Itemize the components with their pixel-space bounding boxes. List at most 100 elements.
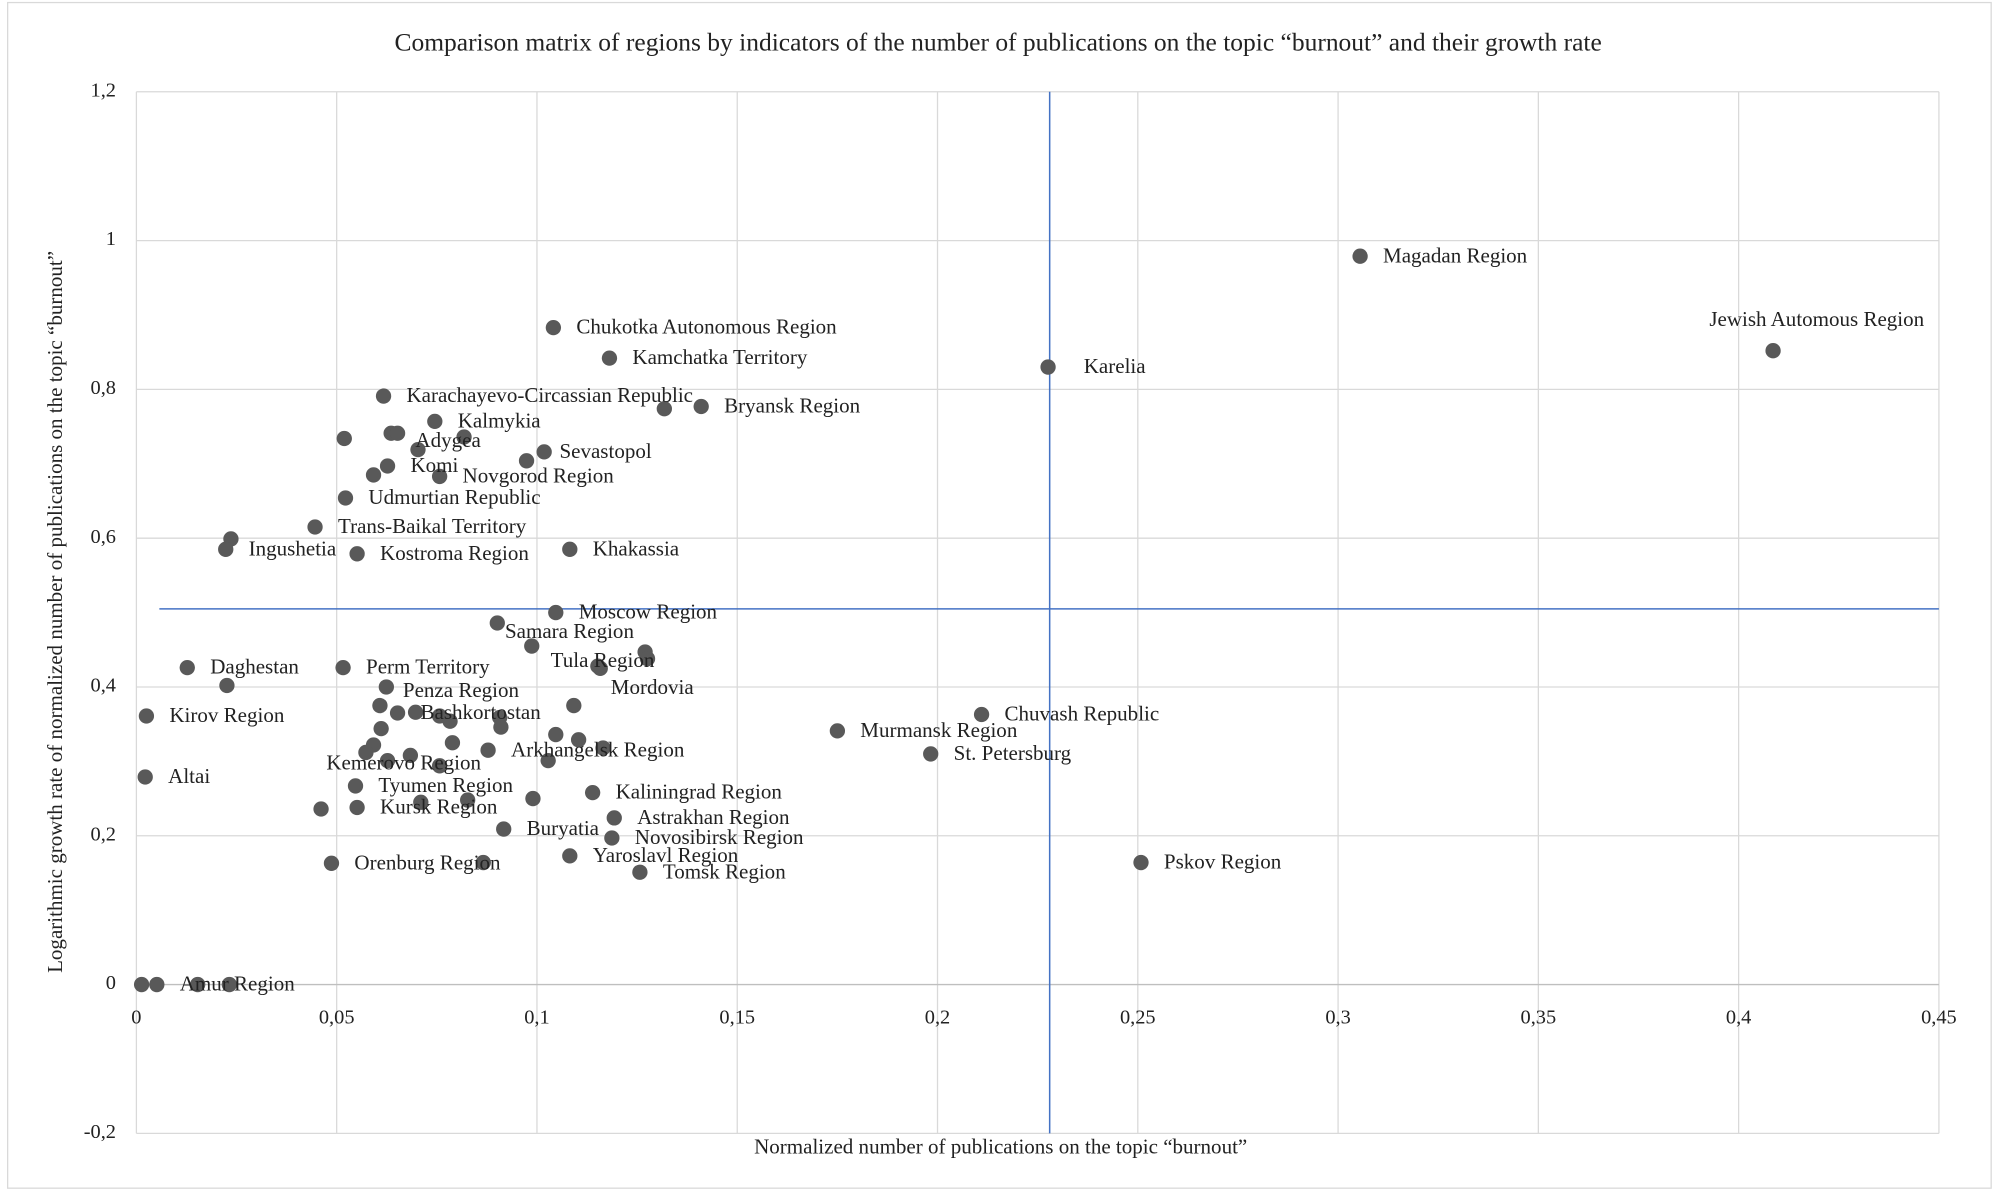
- point-label: Komi: [410, 453, 458, 477]
- point: [149, 976, 165, 993]
- y-tick-label: 0,6: [91, 526, 116, 548]
- point: [402, 747, 419, 764]
- point-label: Kemerovo Region: [326, 750, 481, 774]
- point: [431, 468, 448, 485]
- point-label: Tula Region: [551, 648, 655, 672]
- point: [1040, 359, 1056, 375]
- point-label: Trans-Baikal Territory: [338, 514, 527, 538]
- chart-border: [7, 1, 1992, 1189]
- point: [221, 976, 237, 993]
- point: [378, 679, 394, 695]
- point: [358, 744, 374, 761]
- point: [349, 799, 365, 816]
- point-label: Sevastopol: [559, 439, 651, 463]
- point-label: Tomsk Region: [663, 859, 786, 883]
- point: [335, 659, 351, 676]
- point: [1765, 343, 1781, 359]
- point: [190, 976, 206, 993]
- point-label: Adygea: [415, 428, 481, 452]
- x-tick-label: 0,15: [719, 1007, 755, 1029]
- point-label: Kaliningrad Region: [616, 780, 783, 804]
- point: [604, 830, 620, 846]
- point-label: Karelia: [1084, 354, 1147, 378]
- x-tick-label: 0,1: [524, 1007, 549, 1029]
- point: [1352, 248, 1368, 264]
- point: [606, 810, 622, 826]
- point-label: St. Petersburg: [954, 741, 1072, 765]
- point-label: Chuvash Republic: [1005, 702, 1160, 726]
- point-label: Arkhangelsk Region: [511, 737, 685, 761]
- y-tick-label: 1: [106, 228, 116, 250]
- point: [525, 790, 541, 807]
- point-label: Jewish Automous Region: [1709, 307, 1924, 331]
- point-label: Pskov Region: [1164, 850, 1282, 874]
- point-label: Yaroslavl Region: [593, 843, 739, 867]
- y-tick-label: 0: [106, 972, 116, 994]
- point: [562, 848, 578, 864]
- point-label: Kursk Region: [380, 795, 498, 819]
- point-label: Khakassia: [593, 536, 680, 560]
- point: [536, 444, 552, 460]
- y-tick-label: -0,2: [84, 1121, 116, 1143]
- point: [493, 719, 509, 735]
- point: [372, 697, 388, 714]
- point-label: Ingushetia: [249, 536, 337, 560]
- point: [323, 855, 340, 871]
- x-axis-label: Normalized number of publications on the…: [754, 1134, 1247, 1158]
- point-label: Tyumen Region: [378, 773, 513, 797]
- point-label: Kamchatka Territory: [632, 345, 807, 369]
- point: [427, 413, 443, 430]
- y-tick-label: 0,8: [91, 377, 116, 399]
- y-tick-label: 0,2: [91, 823, 116, 845]
- point: [693, 398, 709, 415]
- point: [632, 864, 648, 880]
- chart-title: Comparison matrix of regions by indicato…: [394, 27, 1601, 56]
- point-label: Kirov Region: [169, 703, 284, 727]
- point: [379, 752, 396, 769]
- point-label: Bashkortostan: [421, 700, 542, 724]
- point: [548, 726, 564, 743]
- point: [410, 441, 426, 458]
- point-label: Murmansk Region: [860, 718, 1018, 742]
- point: [595, 740, 611, 756]
- point-label: Orenburg Region: [354, 850, 501, 874]
- point: [475, 854, 491, 871]
- point: [407, 704, 424, 720]
- x-tick-label: 0,45: [1921, 1007, 1957, 1029]
- point: [137, 769, 153, 785]
- point: [460, 792, 476, 808]
- x-tick-label: 0,4: [1726, 1007, 1751, 1029]
- point: [375, 388, 392, 404]
- point: [548, 604, 564, 621]
- point: [656, 401, 672, 417]
- point: [413, 794, 429, 810]
- point: [431, 758, 448, 774]
- point: [365, 467, 382, 483]
- point: [307, 519, 323, 535]
- x-tick-label: 0,2: [925, 1007, 950, 1029]
- point-label: Penza Region: [403, 678, 520, 702]
- point: [133, 976, 150, 993]
- x-tick-label: 0,3: [1325, 1007, 1350, 1029]
- point-label: Karachayevo-Circassian Republic: [406, 383, 693, 407]
- point: [584, 784, 601, 801]
- point: [540, 752, 556, 769]
- point: [570, 732, 587, 748]
- point: [456, 429, 472, 445]
- point: [923, 746, 939, 762]
- point: [489, 615, 505, 631]
- point: [562, 541, 578, 557]
- point: [389, 705, 406, 721]
- point-label: Bryansk Region: [724, 394, 860, 418]
- point: [601, 350, 618, 366]
- point: [313, 801, 329, 817]
- y-axis-label: Logarithmic growth rate of normalized nu…: [43, 251, 67, 973]
- point-label: Kostroma Region: [380, 541, 529, 565]
- point: [545, 319, 562, 336]
- point: [973, 706, 990, 723]
- x-tick-label: 0,05: [319, 1007, 355, 1029]
- point: [829, 723, 846, 739]
- point: [1133, 854, 1149, 871]
- point-label: Buryatia: [527, 816, 600, 840]
